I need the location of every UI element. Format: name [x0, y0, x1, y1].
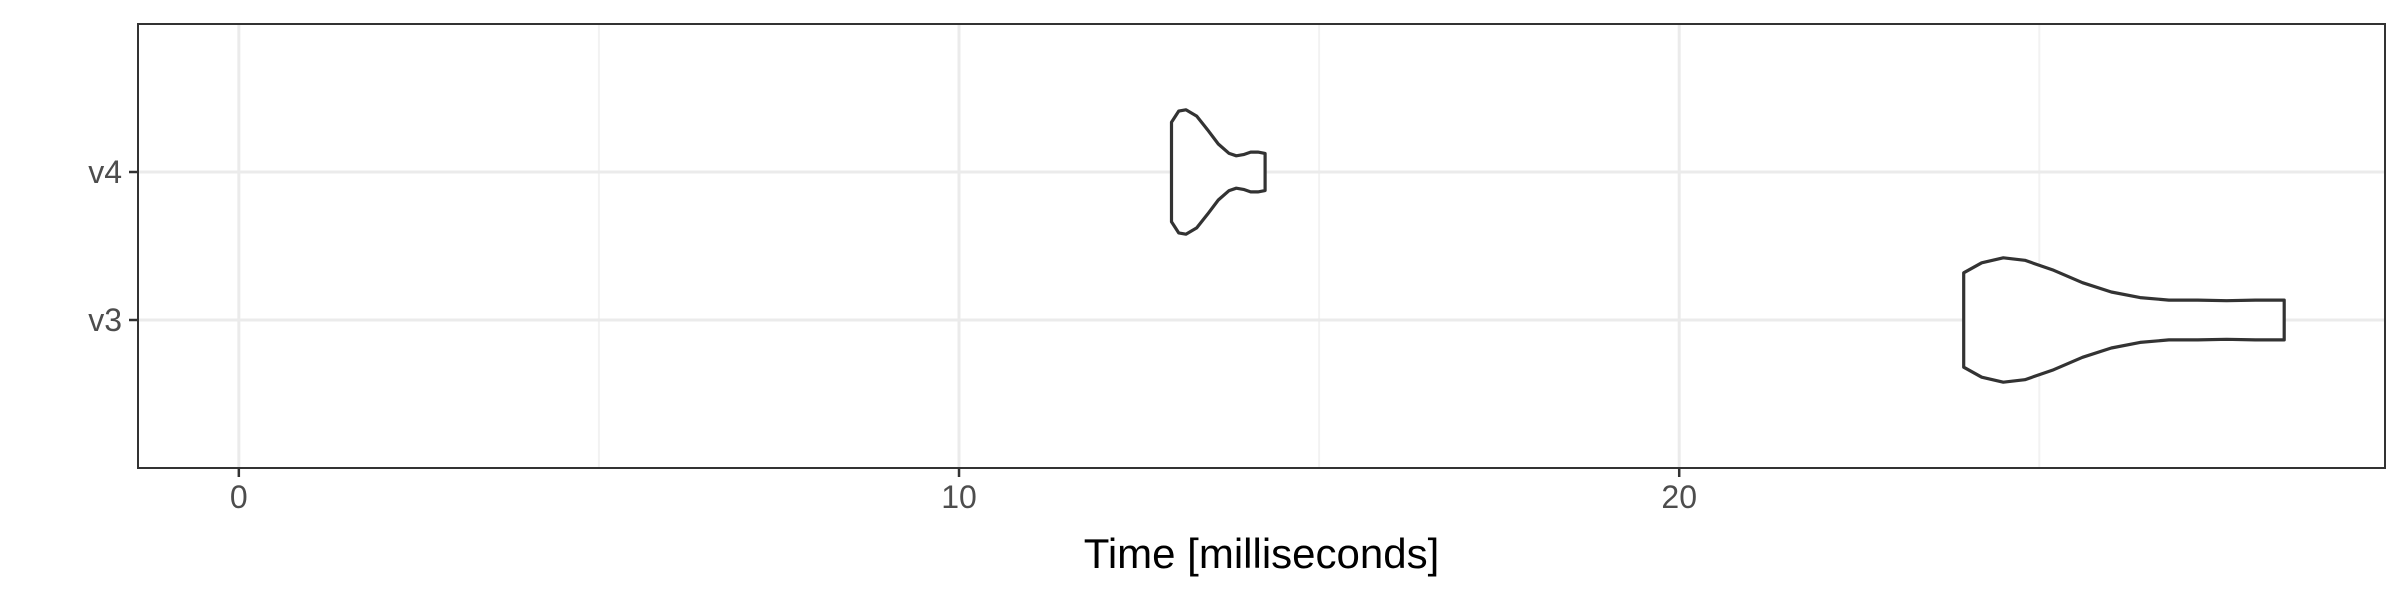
violin-v3 [1962, 256, 2286, 384]
panel-border [137, 23, 2386, 469]
y-tick-label: v3 [88, 302, 122, 338]
grid-layer [138, 24, 2385, 468]
x-tick-label: 20 [1661, 479, 1697, 515]
x-tick-label: 10 [941, 479, 977, 515]
axis-layer: 0 10 20 v3 v4 [88, 154, 1697, 515]
x-axis-title: Time [milliseconds] [1084, 530, 1440, 577]
violin-layer [1169, 108, 2286, 384]
x-tick-label: 0 [230, 479, 248, 515]
y-tick-label: v4 [88, 154, 122, 190]
violin-v4 [1169, 108, 1267, 236]
